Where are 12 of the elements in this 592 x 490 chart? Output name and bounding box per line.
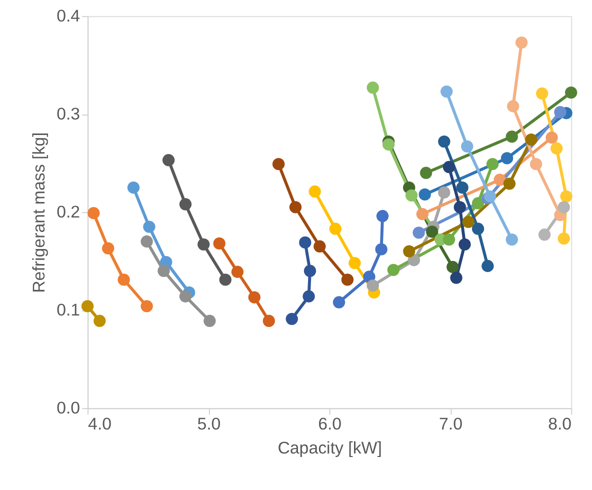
x-tick-label: 8.0 xyxy=(548,414,572,434)
y-tick-label: 0.3 xyxy=(56,104,80,124)
y-tick-label: 0.2 xyxy=(56,202,80,222)
y-tick-label: 0.1 xyxy=(56,300,80,320)
x-tick-label: 5.0 xyxy=(197,414,221,434)
y-axis-title: Refrigerant mass [kg] xyxy=(30,132,49,293)
y-tick-label: 0.4 xyxy=(56,6,80,26)
x-axis-title: Capacity [kW] xyxy=(278,438,382,458)
x-tick-label: 6.0 xyxy=(318,414,342,434)
x-tick-label: 7.0 xyxy=(438,414,462,434)
x-tick-label: 4.0 xyxy=(88,414,112,434)
y-tick-label: 0.0 xyxy=(56,398,80,418)
